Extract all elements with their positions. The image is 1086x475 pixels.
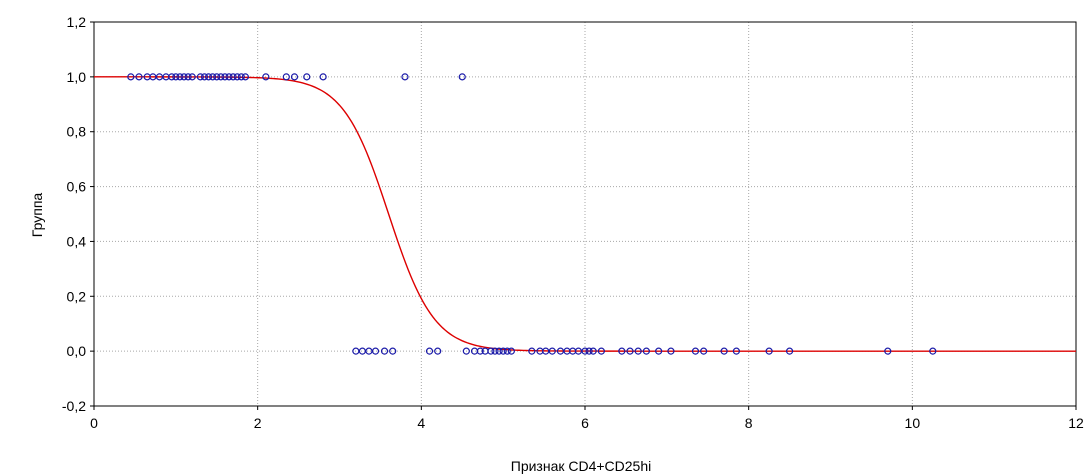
data-point (180, 73, 188, 81)
data-point (634, 347, 642, 355)
x-tick-label: 4 (417, 415, 425, 431)
data-point (667, 347, 675, 355)
data-point (225, 73, 233, 81)
x-tick-label: 10 (905, 415, 921, 431)
data-point (626, 347, 634, 355)
data-point (642, 347, 650, 355)
data-point (499, 347, 507, 355)
data-point (491, 347, 499, 355)
data-point (176, 73, 184, 81)
y-axis-label: Группа (29, 193, 45, 238)
data-point (476, 347, 484, 355)
data-point (589, 347, 597, 355)
data-point (204, 73, 213, 81)
x-axis-label: Признак CD4+CD25hi (511, 458, 652, 474)
fitted-logistic-curve (94, 76, 1076, 352)
data-point (528, 347, 536, 355)
data-point (487, 347, 495, 355)
data-points-layer (127, 73, 937, 355)
data-point (495, 347, 503, 355)
data-point (233, 73, 241, 81)
data-point (691, 347, 700, 355)
data-point (213, 73, 221, 81)
y-tick-label: 0,4 (67, 233, 87, 249)
data-point (720, 347, 728, 355)
data-point (458, 73, 466, 81)
y-tick-label: 0,8 (67, 124, 87, 140)
data-point (401, 73, 409, 81)
data-point (237, 73, 245, 81)
data-point (241, 73, 249, 81)
y-tick-label: 0,6 (67, 179, 87, 195)
x-tick-label: 0 (90, 415, 98, 431)
data-point (282, 73, 290, 81)
data-point (221, 73, 229, 81)
data-point (371, 347, 380, 355)
y-axis-ticks: -0,2 0,0 0,2 0,4 0,6 0,8 1,0 1,2 (62, 14, 94, 414)
data-point (262, 73, 270, 81)
data-point (290, 73, 299, 81)
data-point (168, 73, 176, 81)
y-tick-label: 0,0 (67, 343, 87, 359)
x-tick-label: 2 (254, 415, 262, 431)
data-point (700, 347, 708, 355)
data-point (389, 347, 397, 355)
data-point (503, 347, 511, 355)
data-point (425, 347, 434, 355)
y-tick-label: 1,2 (67, 14, 87, 30)
data-point (732, 347, 740, 355)
x-axis-ticks: 0 2 4 6 8 10 12 (90, 406, 1084, 431)
data-point (462, 347, 470, 355)
y-tick-label: 1,0 (67, 69, 87, 85)
fitted-curve-layer (94, 76, 1076, 352)
data-point (434, 347, 442, 355)
data-point (217, 73, 225, 81)
data-point (380, 347, 389, 355)
x-tick-label: 12 (1068, 415, 1084, 431)
data-point (585, 347, 593, 355)
data-point (618, 347, 626, 355)
data-point (319, 73, 327, 81)
data-point (365, 347, 373, 355)
data-point (209, 73, 217, 81)
data-point (303, 73, 311, 81)
data-point (597, 347, 605, 355)
data-point (785, 347, 794, 355)
data-point (507, 347, 515, 355)
data-point (229, 73, 237, 81)
data-point (765, 347, 773, 355)
data-point (884, 347, 892, 355)
data-point (196, 73, 204, 81)
data-point (188, 73, 196, 81)
data-point (135, 73, 143, 81)
data-point (929, 347, 937, 355)
data-point (548, 347, 556, 355)
y-tick-label: 0,2 (67, 288, 87, 304)
data-point (184, 73, 192, 81)
data-point (200, 73, 209, 81)
x-tick-label: 6 (581, 415, 589, 431)
data-point (581, 347, 589, 355)
x-tick-label: 8 (745, 415, 753, 431)
data-point (172, 73, 180, 81)
data-point (655, 347, 663, 355)
data-point (127, 73, 135, 81)
y-tick-label: -0,2 (62, 398, 86, 414)
